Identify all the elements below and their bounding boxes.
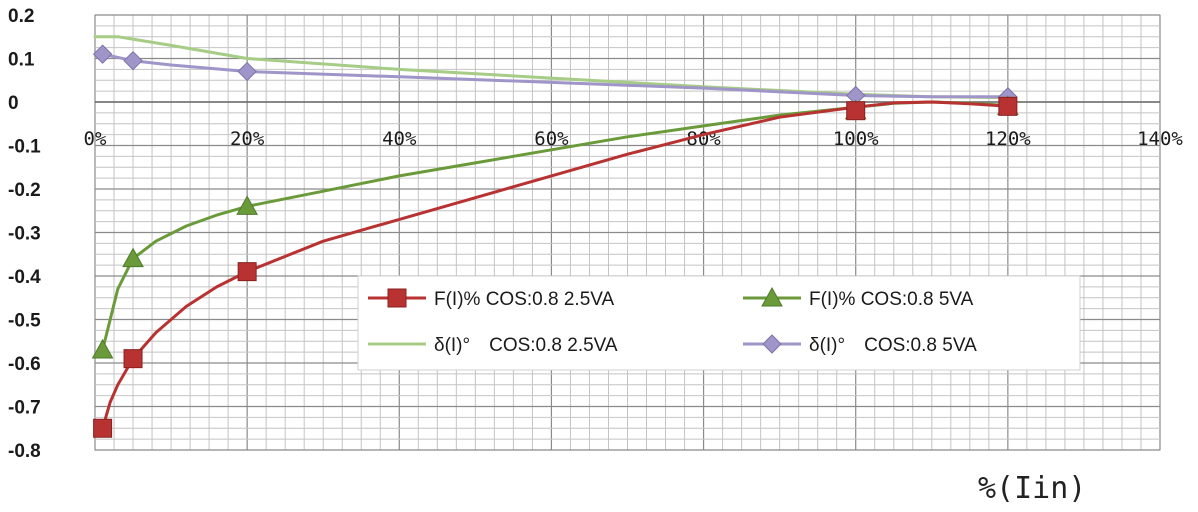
legend-label: δ(I)° COS:0.8 2.5VA: [434, 335, 618, 356]
y-tick-label: 0.2: [8, 6, 34, 27]
y-tick-label: 0.1: [8, 50, 35, 71]
data-point-marker: [93, 418, 113, 438]
legend-label: δ(I)° COS:0.8 5VA: [809, 335, 977, 356]
legend-box: [357, 275, 1081, 371]
x-tick-label: 100%: [833, 128, 879, 150]
y-tick-label: -0.5: [8, 311, 41, 332]
data-point-marker: [92, 44, 113, 64]
series-line: [101, 52, 1010, 99]
legend-item: F(I)% COS:0.8 5VA: [743, 286, 974, 310]
x-tick-label: 140%: [1137, 128, 1183, 150]
legend-item: δ(I)° COS:0.8 5VA: [743, 334, 977, 356]
data-point-marker: [122, 247, 144, 268]
legend-item: δ(I)° COS:0.8 2.5VA: [368, 335, 618, 356]
data-point-marker: [846, 101, 866, 121]
series-0: [93, 96, 1018, 438]
series-layer: [91, 35, 1019, 438]
data-point-marker: [123, 50, 143, 71]
axes: 0.2 0.1 0 -0.1 -0.2 -0.3 -0.4 -0.5 -0.6 -0.7 -0.8 0…: [8, 6, 1183, 462]
legend-item: F(I)% COS:0.8 2.5VA: [368, 288, 615, 310]
legend-swatch-marker: [387, 288, 407, 308]
y-tick-label: -0.1: [8, 137, 41, 158]
y-tick-label: -0.2: [8, 180, 41, 201]
x-tick-label: 40%: [382, 128, 417, 150]
y-tick-label: -0.3: [8, 224, 41, 245]
x-tick-label: 20%: [230, 128, 265, 150]
data-point-marker: [237, 61, 257, 82]
x-tick-label: 60%: [534, 128, 569, 150]
data-point-marker: [998, 96, 1018, 116]
x-tick-label: 120%: [985, 128, 1031, 150]
y-tick-label: -0.6: [8, 354, 41, 375]
y-tick-label: -0.8: [8, 441, 41, 462]
y-tick-label: -0.4: [8, 267, 41, 288]
y-tick-label: 0: [8, 93, 19, 114]
y-tick-label: -0.7: [8, 398, 41, 419]
legend-swatch-marker: [762, 334, 782, 354]
data-point-marker: [236, 195, 258, 215]
legend-label: F(I)% COS:0.8 2.5VA: [434, 289, 615, 310]
x-axis-label: %(Iin): [978, 471, 1086, 506]
legend-label: F(I)% COS:0.8 5VA: [809, 289, 974, 310]
data-point-marker: [123, 349, 143, 369]
legend-swatch-marker: [761, 286, 783, 307]
x-tick-label: 0%: [84, 128, 107, 150]
legend: F(I)% COS:0.8 2.5VA F(I)% COS:0.8 5VA δ(I)…: [357, 275, 1081, 371]
data-point-marker: [237, 262, 257, 282]
grid: [94, 14, 1161, 451]
data-point-marker: [91, 338, 114, 359]
